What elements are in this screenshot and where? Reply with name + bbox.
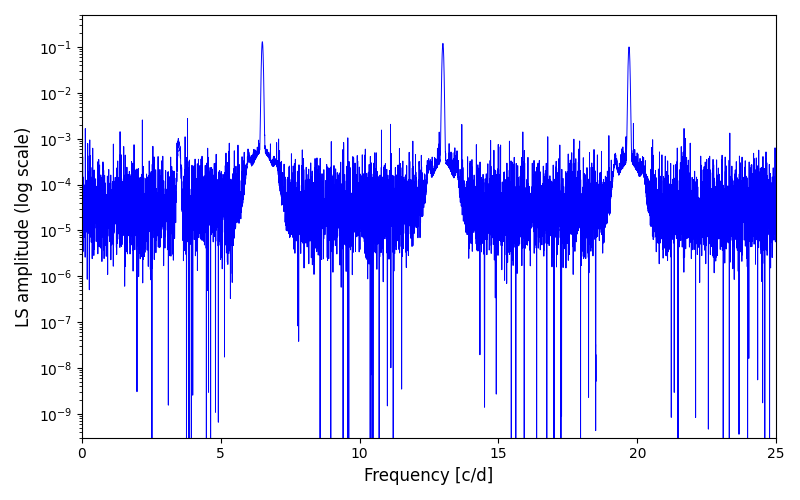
Y-axis label: LS amplitude (log scale): LS amplitude (log scale)	[15, 126, 33, 326]
X-axis label: Frequency [c/d]: Frequency [c/d]	[364, 467, 494, 485]
